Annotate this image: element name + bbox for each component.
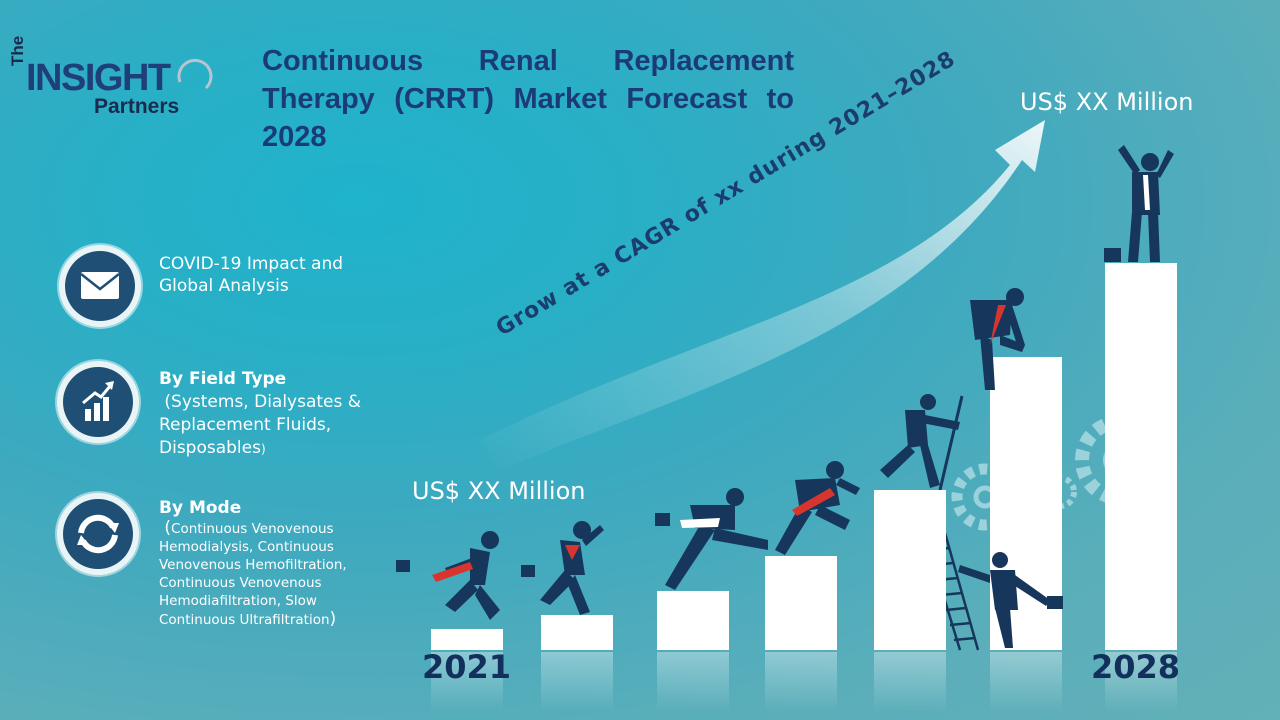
bar-reflection [874,652,946,712]
envelope-icon [80,272,120,299]
feature-icon-circle [57,493,139,575]
end-value-label: US$ XX Million [1020,88,1194,116]
bar-reflections [431,652,1177,712]
logo-swoosh-icon [177,58,213,90]
running-businessman-figure [655,488,768,590]
field-type-detail-close: ) [260,442,266,456]
mode-detail-wrap: (Continuous Venovenous Hemodialysis, Con… [159,518,347,629]
standing-businessman-figure [958,552,1063,648]
field-type-detail: Systems, Dialysates & Replacement Fluids… [159,392,362,458]
start-value-label: US$ XX Million [412,477,586,505]
step-bar [541,615,613,650]
field-type-detail-open: ( [159,392,172,412]
celebrating-businessman-figure [1104,145,1174,262]
logo-partners: Partners [94,95,180,118]
bar-reflection [1105,652,1177,712]
logo-the: The [8,35,27,66]
feature-mode: By Mode (Continuous Venovenous Hemodialy… [159,497,379,629]
running-businessman-figure [521,521,604,615]
field-type-heading: By Field Type [159,369,287,389]
mode-detail: Continuous Venovenous Hemodialysis, Cont… [159,521,347,628]
step-bar [765,556,837,650]
climbing-businessman-figure [970,288,1025,390]
running-businessman-figure [396,531,500,620]
bar-reflection [657,652,729,712]
feature-field-type: By Field Type (Systems, Dialysates & Rep… [159,368,374,461]
start-year-label: 2021 [422,648,512,686]
company-logo: The INSIGHT Partners [6,36,216,122]
step-bar [657,591,729,650]
bar-reflection [431,652,503,712]
running-businessman-figure [775,461,860,555]
bar-reflection [990,652,1062,712]
mode-heading: By Mode [159,498,242,518]
bar-reflection [541,652,613,712]
step-bar [431,629,503,650]
page-title: Continuous Renal Replacement Therapy (CR… [262,45,794,153]
feature-icon-circle [57,361,139,443]
step-bar [1105,263,1177,650]
cycle-arrows-icon [77,514,119,554]
growth-chart-icon [82,381,114,421]
step-bar [874,490,946,650]
feature-icon-circle [59,245,141,327]
running-businessman-figure [880,394,960,488]
end-year-label: 2028 [1091,648,1181,686]
logo-insight: INSIGHT [26,57,171,99]
growth-arrow [480,120,1045,470]
bar-reflection [765,652,837,712]
feature-covid-text: COVID-19 Impact and Global Analysis [159,254,344,296]
